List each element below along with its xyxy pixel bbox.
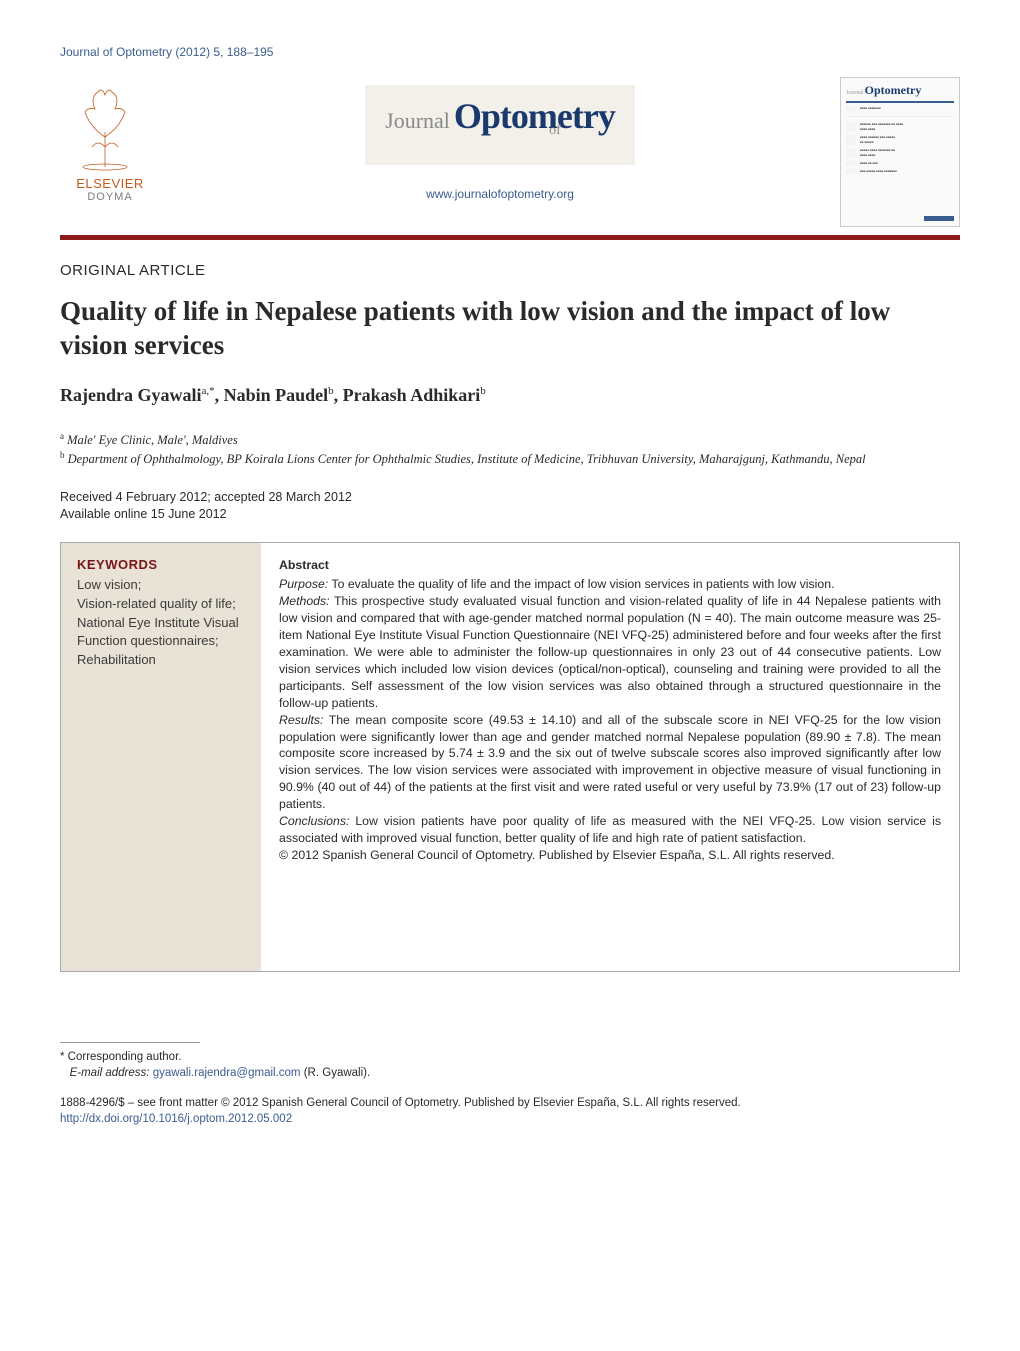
publisher-name-line2: DOYMA [60,191,160,203]
article-title: Quality of life in Nepalese patients wit… [60,295,960,363]
abstract-copyright: © 2012 Spanish General Council of Optome… [279,847,941,864]
affiliation-a: a Male' Eye Clinic, Male', Maldives [60,430,960,450]
banner-word-journal: Journal [385,108,450,133]
publisher-name-line1: ELSEVIER [60,176,160,191]
journal-title-graphic: Journal Optometry of [365,85,635,165]
publisher-logo: ELSEVIER DOYMA [60,77,160,203]
abstract-purpose: Purpose: To evaluate the quality of life… [279,576,941,593]
article-dates: Received 4 February 2012; accepted 28 Ma… [60,489,960,524]
author-1: Rajendra Gyawali [60,385,202,405]
corresponding-author: * Corresponding author. E-mail address: … [60,1049,960,1081]
keyword-item: National Eye Institute Visual Function q… [77,614,245,652]
banner-word-of: of [549,123,561,138]
abstract-conclusions: Conclusions: Low vision patients have po… [279,813,941,847]
doi-link[interactable]: http://dx.doi.org/10.1016/j.optom.2012.0… [60,1113,292,1125]
email-link[interactable]: gyawali.rajendra@gmail.com [153,1067,301,1079]
corresp-marker: * Corresponding author. [60,1049,960,1065]
cover-title-small: Journal [846,90,864,96]
journal-url[interactable]: www.journalofoptometry.org [200,187,800,201]
journal-reference: Journal of Optometry (2012) 5, 188–195 [60,45,960,59]
author-3: Prakash Adhikari [343,385,481,405]
abstract-results: Results: The mean composite score (49.53… [279,712,941,814]
keyword-item: Low vision; [77,576,245,595]
online-date: Available online 15 June 2012 [60,506,960,524]
journal-cover-thumbnail: Journal Optometry ■■■■ ■■■■■■■ ■■■■■■ ■■… [840,77,960,227]
abstract-panel: Abstract Purpose: To evaluate the qualit… [261,543,959,971]
footnote-rule [60,1042,200,1043]
footer-copyright: 1888-4296/$ – see front matter © 2012 Sp… [60,1095,960,1127]
received-accepted-date: Received 4 February 2012; accepted 28 Ma… [60,489,960,507]
affiliation-b: b Department of Ophthalmology, BP Koiral… [60,449,960,469]
affiliations: a Male' Eye Clinic, Male', Maldives b De… [60,430,960,469]
cover-title-big: Optometry [865,83,922,97]
email-label: E-mail address: [70,1067,150,1079]
corresp-email-line: E-mail address: gyawali.rajendra@gmail.c… [60,1065,960,1081]
author-list: Rajendra Gyawalia,*, Nabin Paudelb, Prak… [60,385,960,406]
email-author: (R. Gyawali). [304,1067,370,1079]
publisher-name: ELSEVIER DOYMA [60,176,160,203]
keywords-panel: KEYWORDS Low vision; Vision-related qual… [61,543,261,971]
author-2: Nabin Paudel [224,385,329,405]
abstract-heading: Abstract [279,557,941,574]
masthead-banner: ELSEVIER DOYMA Journal Optometry of www.… [60,77,960,227]
journal-banner: Journal Optometry of www.journalofoptome… [200,77,800,201]
abstract-container: KEYWORDS Low vision; Vision-related qual… [60,542,960,972]
separator-bar [60,235,960,240]
keywords-list: Low vision; Vision-related quality of li… [77,576,245,670]
keyword-item: Rehabilitation [77,651,245,670]
article-type: ORIGINAL ARTICLE [60,262,960,279]
keywords-heading: KEYWORDS [77,557,245,572]
elsevier-tree-icon [60,77,150,172]
keyword-item: Vision-related quality of life; [77,595,245,614]
banner-word-optometry: Optometry [454,96,615,136]
issn-line: 1888-4296/$ – see front matter © 2012 Sp… [60,1095,960,1111]
abstract-methods: Methods: This prospective study evaluate… [279,593,941,712]
